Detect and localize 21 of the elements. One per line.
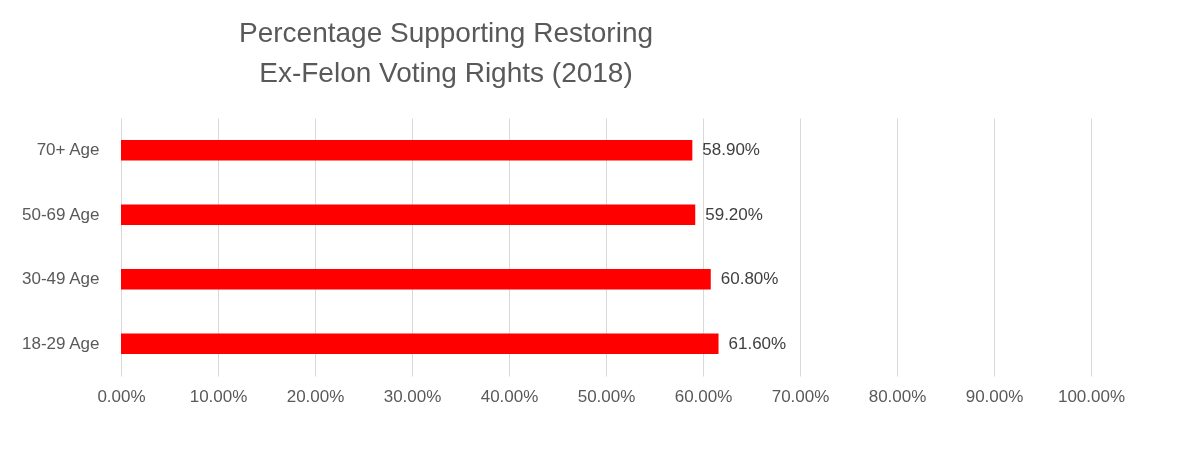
x-tick-label: 0.00% xyxy=(97,386,146,406)
x-tick-label: 40.00% xyxy=(480,386,539,406)
y-tick-label: 18-29 Age xyxy=(21,333,100,353)
x-tick-label: 50.00% xyxy=(577,386,636,406)
y-tick-label: 50-69 Age xyxy=(21,204,100,224)
x-tick-label: 80.00% xyxy=(868,386,927,406)
x-tick-label: 60.00% xyxy=(674,386,733,406)
text: Ex-Felon Voting Rights (2018) xyxy=(259,57,633,88)
data-label: 58.90% xyxy=(702,140,760,160)
x-tick-label: 90.00% xyxy=(965,386,1024,406)
x-tick-label: 100.00% xyxy=(1057,386,1126,406)
data-label: 60.80% xyxy=(720,269,779,289)
y-tick-label: 70+ Age xyxy=(36,140,100,160)
y-tick-label: 30-49 Age xyxy=(21,269,100,289)
x-tick-label: 10.00% xyxy=(189,386,248,406)
data-label: 61.60% xyxy=(728,333,787,353)
data-label: 59.20% xyxy=(705,204,763,224)
text: Percentage Supporting Restoring xyxy=(238,17,654,48)
x-tick-label: 70.00% xyxy=(771,386,830,406)
x-tick-label: 30.00% xyxy=(383,386,442,406)
x-tick-label: 20.00% xyxy=(286,386,345,406)
